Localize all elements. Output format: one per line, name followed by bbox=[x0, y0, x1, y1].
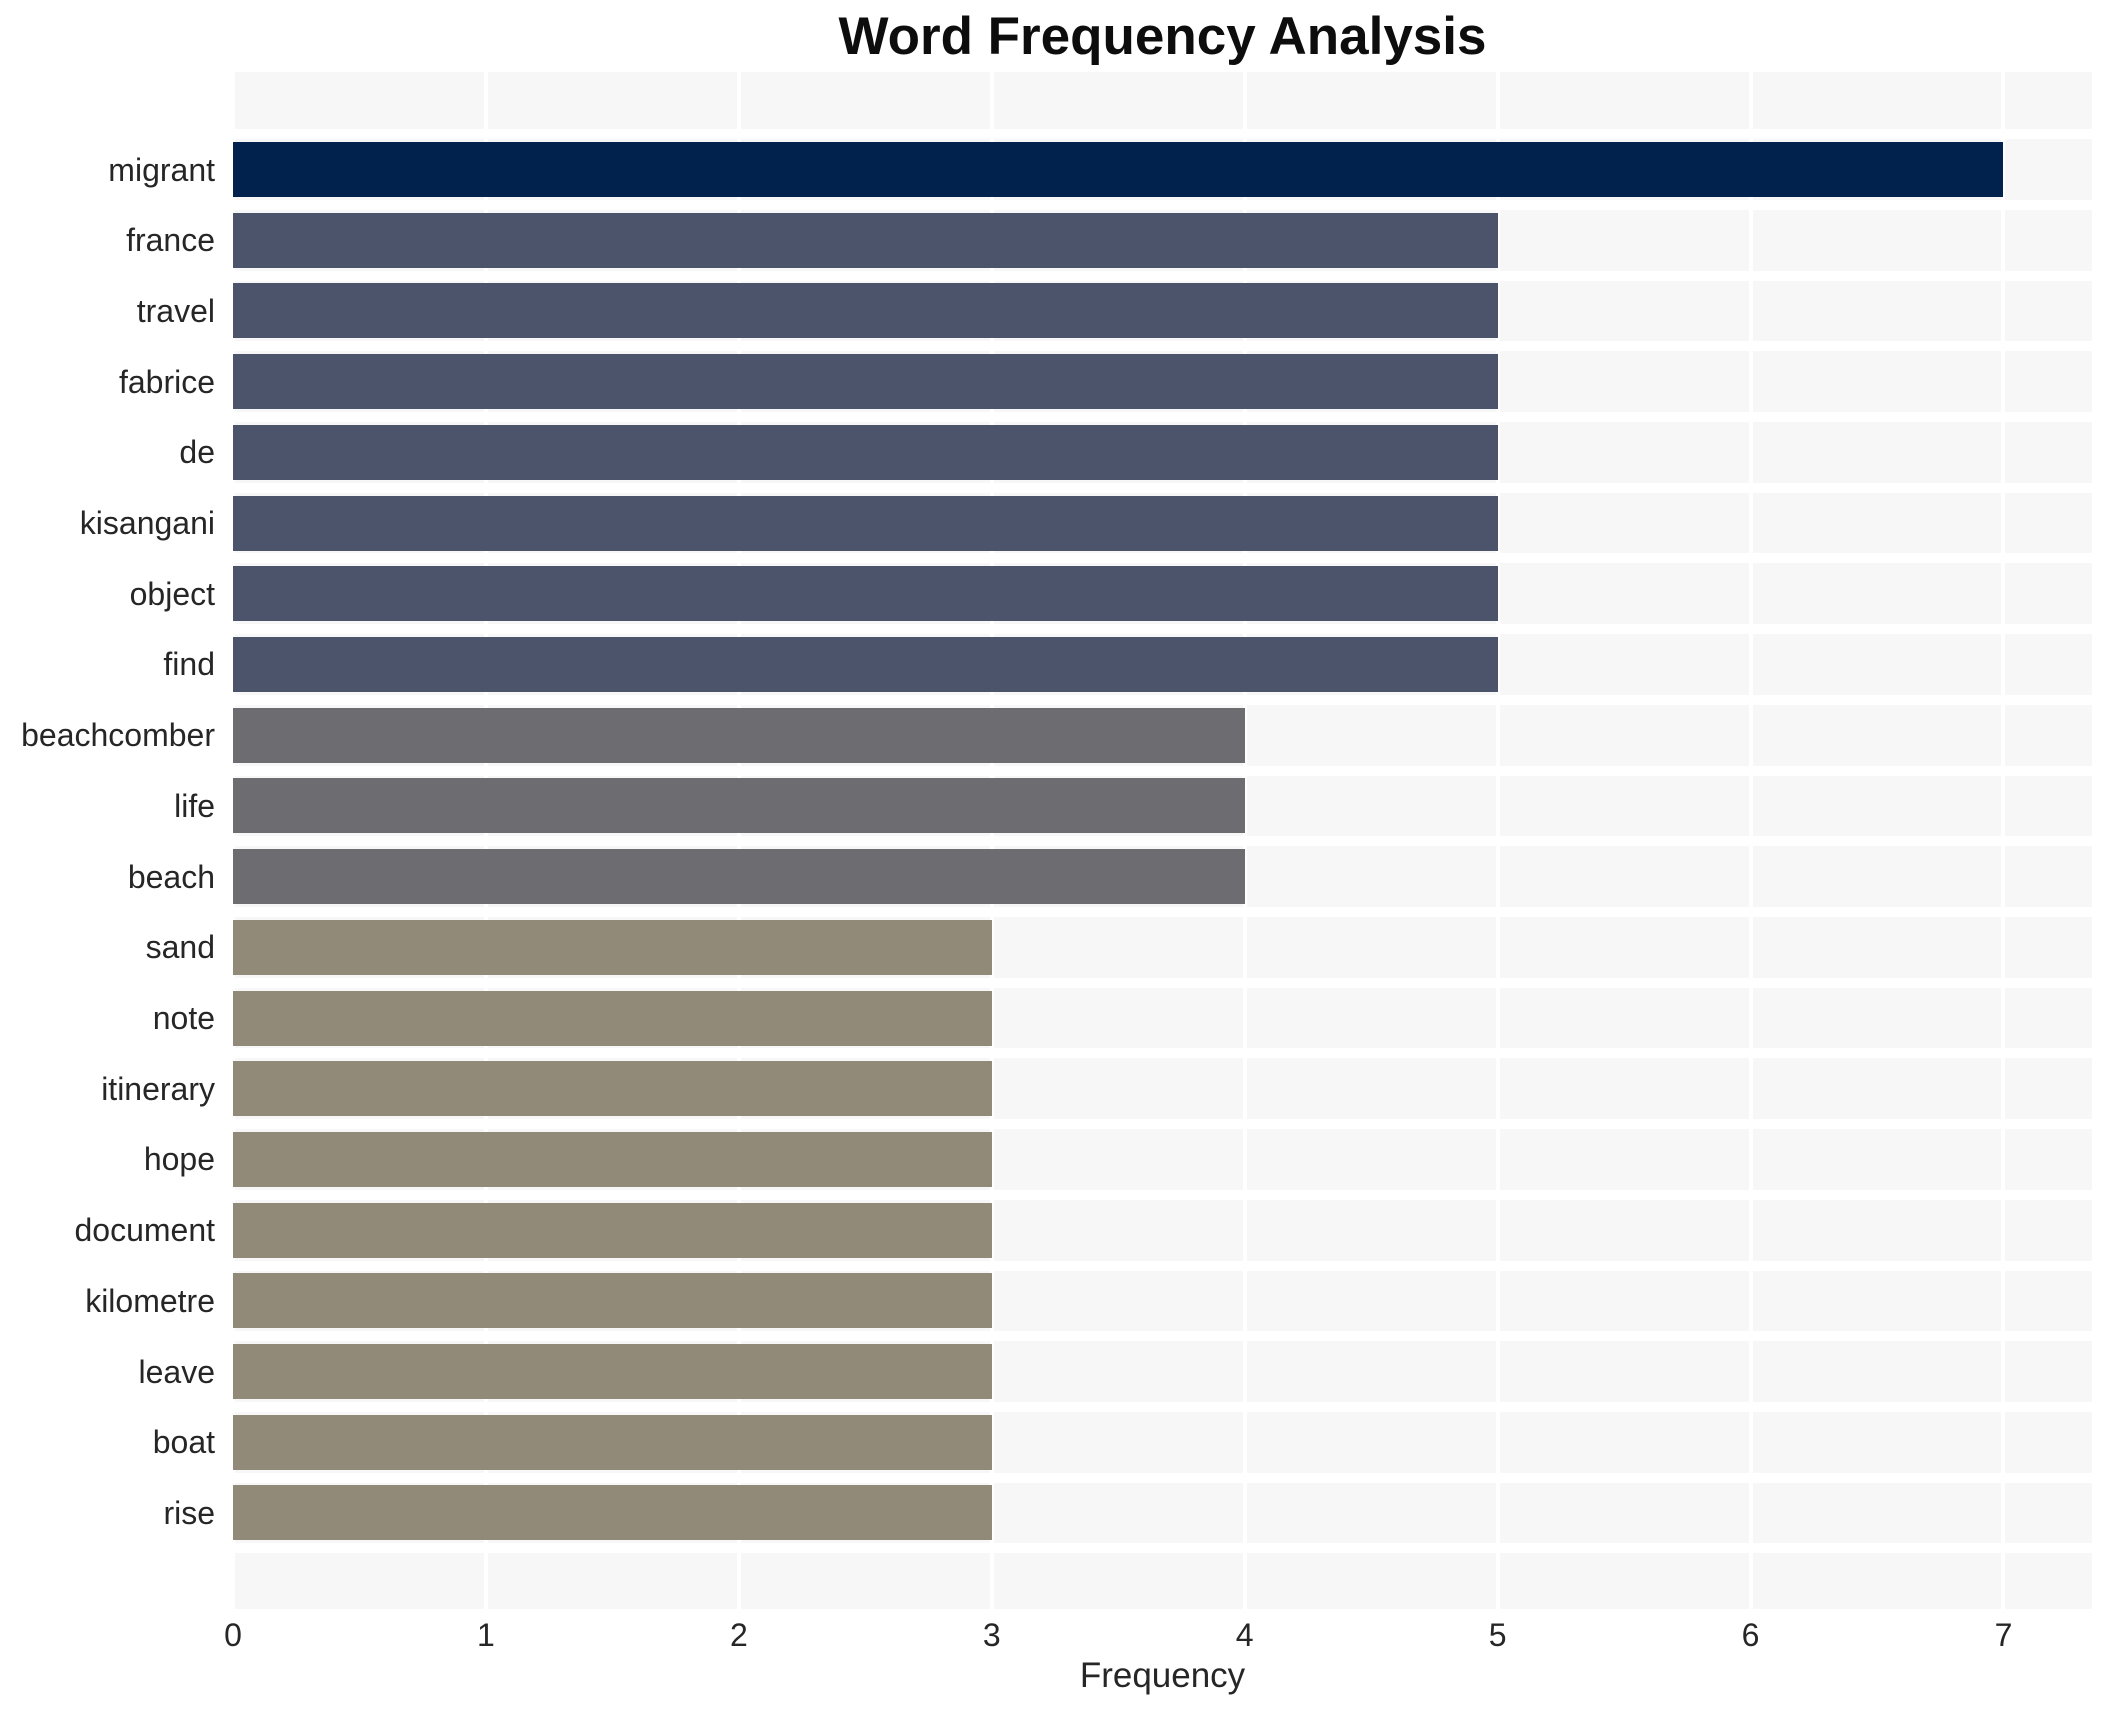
y-gridline bbox=[233, 1260, 2092, 1271]
bar-kisangani bbox=[233, 495, 1498, 551]
x-tick-label: 6 bbox=[1741, 1617, 1760, 1653]
bar-itinerary bbox=[233, 1061, 992, 1117]
y-gridline bbox=[233, 977, 2092, 988]
y-label-kisangani: kisangani bbox=[79, 505, 215, 542]
bar-beach bbox=[233, 849, 1245, 905]
y-gridline bbox=[233, 694, 2092, 705]
x-tick-label: 7 bbox=[1994, 1617, 2013, 1653]
bar-note bbox=[233, 990, 992, 1046]
y-gridline bbox=[233, 199, 2092, 210]
plot-area bbox=[231, 72, 2092, 1609]
bar-object bbox=[233, 566, 1498, 622]
bar-migrant bbox=[233, 142, 2004, 197]
y-label-de: de bbox=[179, 434, 215, 471]
y-label-sand: sand bbox=[145, 929, 215, 966]
y-gridline bbox=[233, 1048, 2092, 1059]
y-label-migrant: migrant bbox=[108, 151, 215, 188]
x-tick-label: 0 bbox=[224, 1617, 242, 1653]
bar-find bbox=[233, 636, 1498, 692]
y-gridline bbox=[233, 553, 2092, 564]
y-label-hope: hope bbox=[143, 1141, 215, 1178]
bar-rise bbox=[233, 1485, 992, 1541]
bar-hope bbox=[233, 1131, 992, 1187]
y-gridline bbox=[233, 1331, 2092, 1342]
bar-boat bbox=[233, 1414, 992, 1470]
y-label-note: note bbox=[152, 1000, 215, 1037]
x-axis-title: Frequency bbox=[1079, 1656, 1246, 1695]
y-gridline bbox=[233, 341, 2092, 352]
bar-travel bbox=[233, 283, 1498, 339]
y-label-itinerary: itinerary bbox=[101, 1070, 215, 1107]
y-gridline bbox=[233, 270, 2092, 281]
y-gridline bbox=[233, 1543, 2092, 1554]
y-gridline bbox=[233, 1401, 2092, 1412]
y-gridline bbox=[233, 1119, 2092, 1130]
y-gridline bbox=[233, 836, 2092, 847]
bar-kilometre bbox=[233, 1273, 992, 1329]
y-axis: migrant france travel fabrice de kisangani obj… bbox=[0, 72, 215, 1609]
y-label-document: document bbox=[74, 1212, 215, 1249]
y-label-boat: boat bbox=[152, 1424, 215, 1461]
y-label-rise: rise bbox=[163, 1494, 215, 1531]
bar-life bbox=[233, 778, 1245, 834]
x-tick-label: 1 bbox=[477, 1617, 495, 1653]
y-gridline bbox=[233, 624, 2092, 635]
y-gridline bbox=[233, 129, 2092, 140]
bar-sand bbox=[233, 919, 992, 975]
bar-de bbox=[233, 424, 1498, 480]
y-label-beach: beach bbox=[127, 858, 215, 895]
x-tick-label: 4 bbox=[1235, 1617, 1254, 1653]
y-gridline bbox=[233, 1472, 2092, 1483]
bar-france bbox=[233, 212, 1498, 268]
y-label-object: object bbox=[129, 575, 215, 612]
y-label-travel: travel bbox=[136, 292, 215, 329]
x-tick-label: 2 bbox=[729, 1617, 748, 1653]
y-gridline bbox=[233, 1189, 2092, 1200]
y-label-fabrice: fabrice bbox=[118, 363, 215, 400]
x-tick-label: 5 bbox=[1488, 1617, 1507, 1653]
y-label-find: find bbox=[163, 646, 215, 683]
y-gridline bbox=[233, 765, 2092, 776]
y-gridline bbox=[233, 906, 2092, 917]
y-label-leave: leave bbox=[138, 1353, 216, 1390]
y-gridline bbox=[233, 411, 2092, 422]
bar-beachcomber bbox=[233, 707, 1245, 763]
bar-leave bbox=[233, 1344, 992, 1400]
y-label-life: life bbox=[174, 787, 215, 824]
chart-title: Word Frequency Analysis bbox=[838, 7, 1487, 66]
y-label-beachcomber: beachcomber bbox=[21, 717, 215, 754]
bar-fabrice bbox=[233, 354, 1498, 410]
bar-document bbox=[233, 1202, 992, 1258]
y-gridline bbox=[233, 482, 2092, 493]
y-label-france: france bbox=[126, 222, 215, 259]
x-tick-label: 3 bbox=[982, 1617, 1001, 1653]
x-axis: 0 1 2 3 4 5 6 7 bbox=[0, 1617, 2111, 1657]
y-label-kilometre: kilometre bbox=[85, 1282, 215, 1319]
